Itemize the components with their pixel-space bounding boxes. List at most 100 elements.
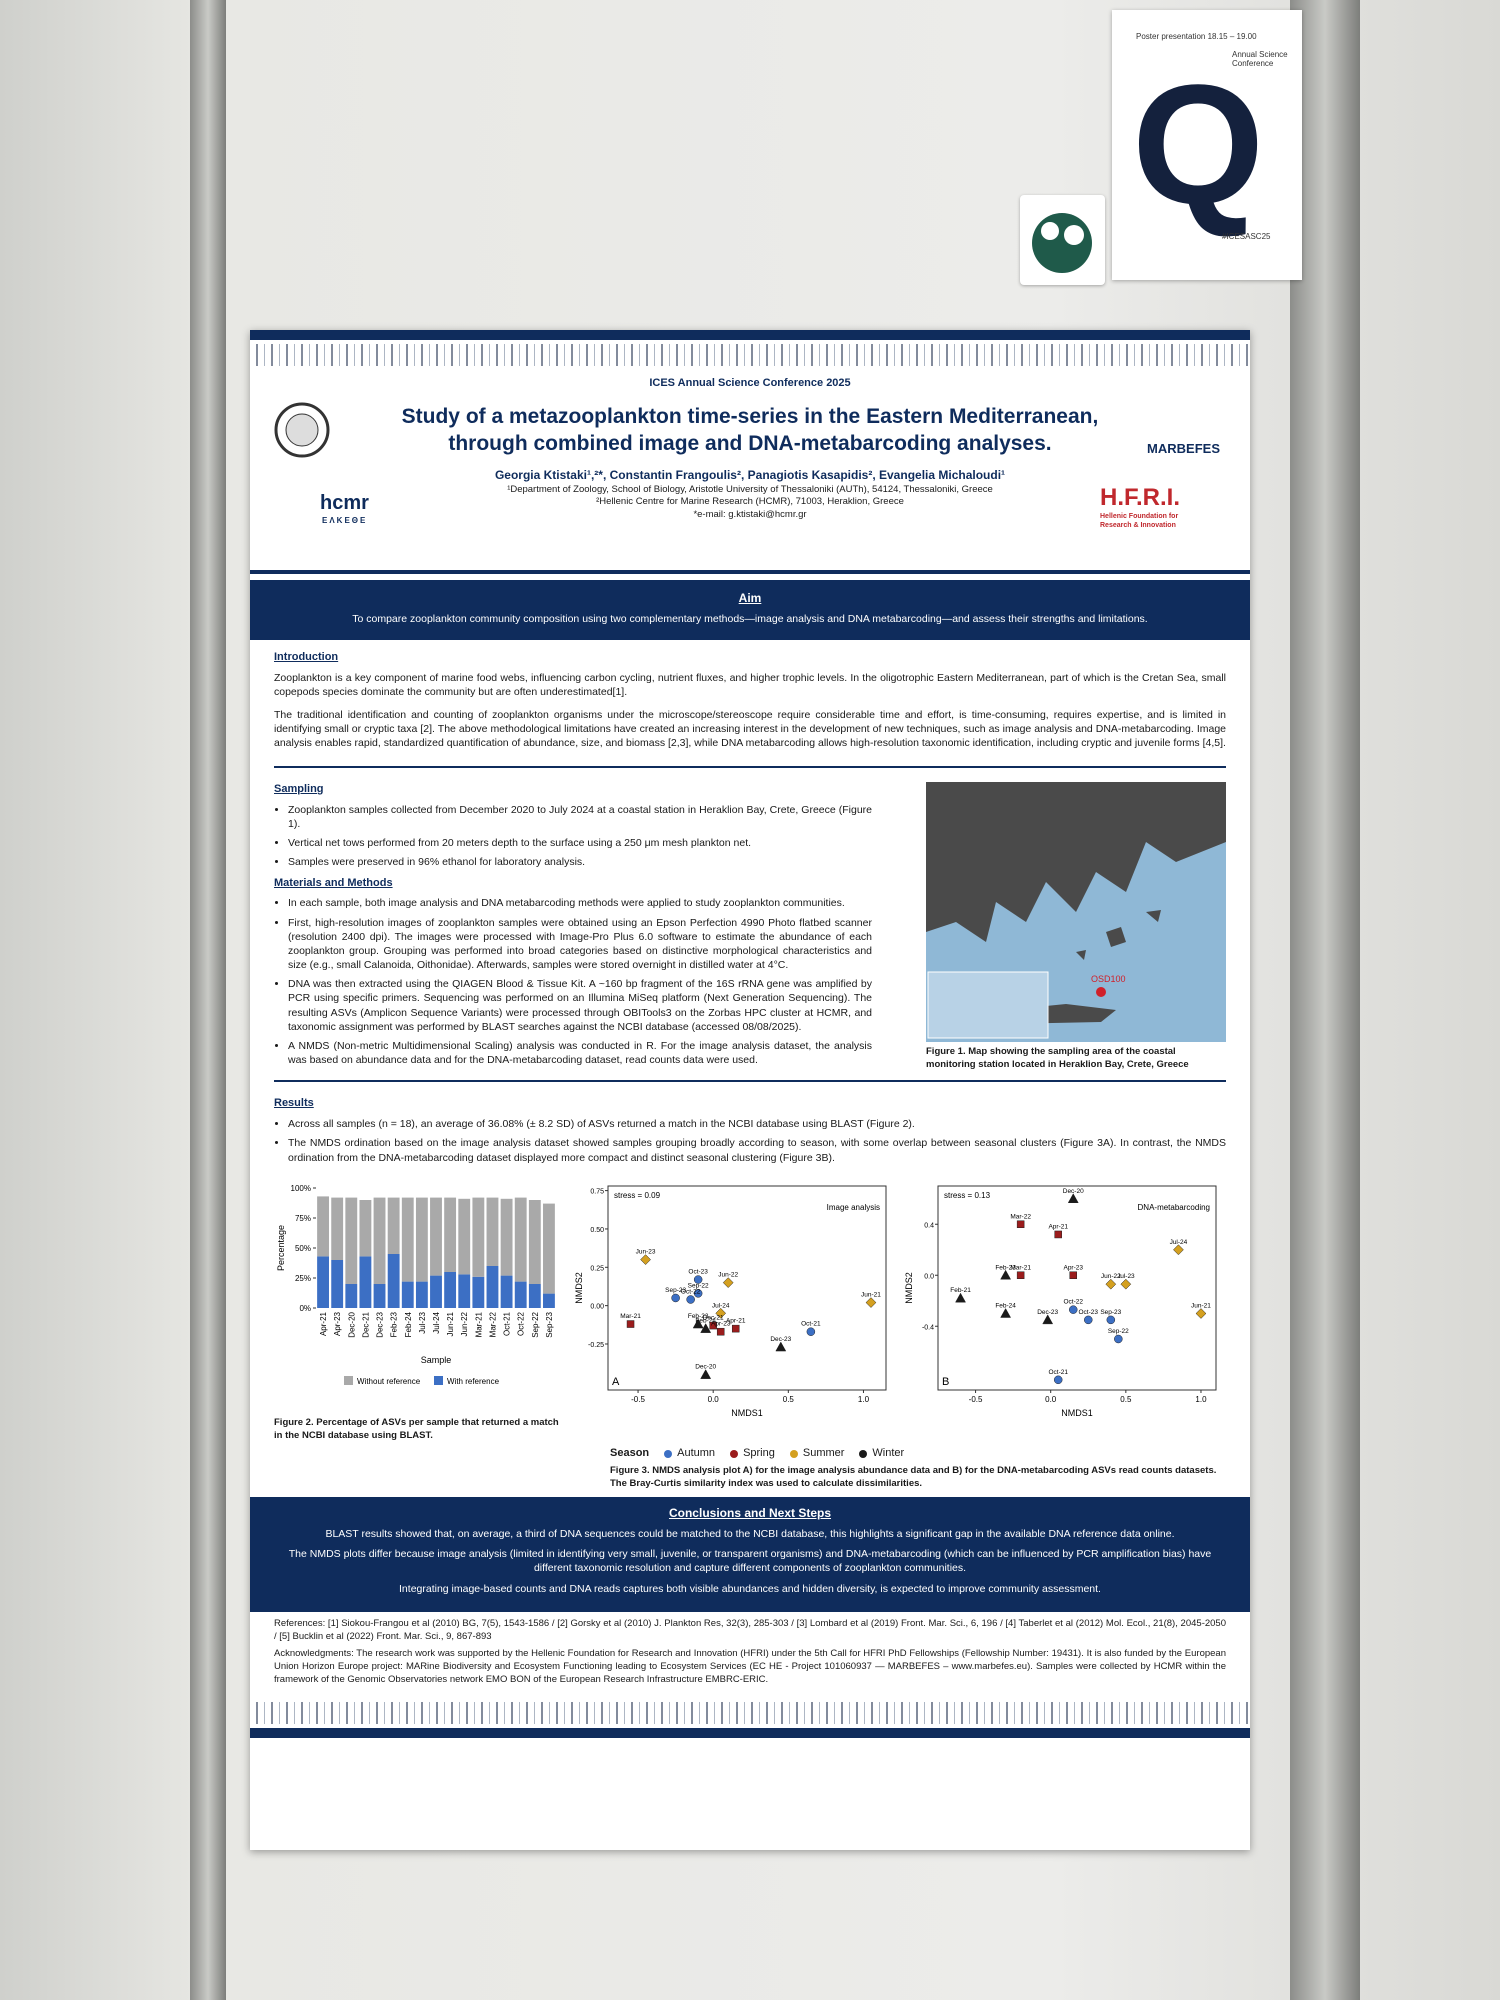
point xyxy=(775,1341,787,1351)
affiliation: ¹Department of Zoology, School of Biolog… xyxy=(507,483,993,495)
point xyxy=(1114,1334,1123,1343)
bar-segment xyxy=(317,1196,329,1257)
point-label: Jun-23 xyxy=(636,1248,656,1255)
legend-label: Autumn xyxy=(677,1447,716,1460)
legend-label: Summer xyxy=(802,1447,845,1460)
figure-caption: Figure 2. Percentage of ASVs per sample … xyxy=(274,1416,559,1441)
list-item: The NMDS ordination based on the image a… xyxy=(288,1136,1226,1164)
rule xyxy=(274,1080,1226,1083)
legend-item: Spring xyxy=(729,1446,775,1461)
legend-dot xyxy=(859,1449,868,1458)
decoration xyxy=(250,1701,1250,1724)
x-tick-label: 1.0 xyxy=(1195,1395,1207,1404)
point-label: Oct-22 xyxy=(681,1288,701,1295)
point-label: Jul-24 xyxy=(712,1302,730,1309)
plot-title: Image analysis xyxy=(827,1203,880,1212)
list: In each sample, both image analysis and … xyxy=(274,896,872,1067)
legend-marker xyxy=(730,1449,739,1458)
affiliation: ²Hellenic Centre for Marine Research (HC… xyxy=(596,496,904,508)
list: Across all samples (n = 18), an average … xyxy=(274,1117,1226,1165)
point-label: Dec-20 xyxy=(1063,1187,1084,1194)
title: Study of a metazooplankton time-series i… xyxy=(401,404,1099,456)
sign: Poster presentation 18.15 – 19.00 Annual… xyxy=(1112,10,1302,280)
legend-dot xyxy=(664,1449,673,1458)
paragraph: BLAST results showed that, on average, a… xyxy=(325,1528,1175,1541)
x-tick-label: Apr-23 xyxy=(333,1311,342,1336)
point-label: Mar-21 xyxy=(620,1313,641,1320)
point xyxy=(1000,1269,1012,1280)
bar-segment xyxy=(401,1197,414,1282)
list-item: Samples were preserved in 96% ethanol fo… xyxy=(288,855,872,869)
point xyxy=(1106,1315,1116,1324)
references: References: [1] Siokou-Frangou et al (20… xyxy=(250,1612,1250,1698)
point xyxy=(626,1319,635,1328)
conclusions: Conclusions and Next Steps BLAST results… xyxy=(250,1496,1250,1612)
section-heading: Materials and Methods xyxy=(274,876,393,889)
legend-marker xyxy=(789,1449,798,1458)
bar-segment xyxy=(401,1281,414,1308)
point-label: Apr-21 xyxy=(726,1317,746,1324)
pillar xyxy=(1290,0,1360,2000)
y-tick-label: 0.25 xyxy=(590,1265,604,1272)
point-label: Jul-24 xyxy=(1170,1238,1188,1245)
x-axis-label: NMDS1 xyxy=(731,1408,763,1418)
paragraph: The NMDS plots differ because image anal… xyxy=(288,1548,1212,1575)
x-tick-label: 1.0 xyxy=(858,1395,870,1404)
x-tick-label: -0.5 xyxy=(969,1395,983,1404)
legend-label: Without reference xyxy=(357,1377,421,1386)
legend-marker xyxy=(664,1449,673,1458)
y-axis-label: NMDS2 xyxy=(904,1272,914,1304)
bar-chart: 0% 25% 50% 75% 100% Percentage Apr-21 Apr-23 Dec… xyxy=(276,1184,555,1386)
hfri-sub: Hellenic Foundation for Research & Innov… xyxy=(1100,513,1179,530)
point-label: Dec-21 xyxy=(703,1314,724,1321)
bar-segment xyxy=(387,1253,400,1308)
panel-letter: A xyxy=(612,1376,620,1388)
header: ICES Annual Science Conference 2025 Stud… xyxy=(250,370,1250,570)
legend-label: With reference xyxy=(447,1377,500,1386)
x-tick-label: Jun-22 xyxy=(460,1311,469,1336)
point xyxy=(693,1288,703,1298)
stress-label: stress = 0.13 xyxy=(944,1191,991,1200)
point-label: Mar-22 xyxy=(1010,1213,1031,1220)
legend-swatch xyxy=(344,1375,353,1385)
email: *e-mail: g.ktistaki@hcmr.gr xyxy=(693,509,807,521)
hcmr-sub: ΕΛΚΕΘΕ xyxy=(322,516,368,525)
paragraph: Integrating image-based counts and DNA r… xyxy=(399,1582,1101,1595)
legend-dot xyxy=(789,1449,798,1458)
bar-segment xyxy=(345,1197,358,1284)
point xyxy=(1067,1192,1079,1203)
plot-frame xyxy=(607,1185,887,1391)
section-heading: Results xyxy=(274,1097,314,1110)
legend-item: Winter xyxy=(858,1446,904,1461)
list: Zooplankton samples collected from Decem… xyxy=(274,803,872,870)
point-label: Feb-21 xyxy=(950,1287,971,1294)
legend-item: Autumn xyxy=(663,1446,715,1461)
x-axis-label: NMDS1 xyxy=(1061,1408,1093,1418)
band xyxy=(250,1727,1250,1738)
bar-segment xyxy=(373,1283,386,1308)
point-label: Oct-21 xyxy=(801,1320,821,1327)
legend-label: Winter xyxy=(872,1447,905,1460)
bar-segment xyxy=(514,1281,527,1308)
point xyxy=(1000,1307,1012,1318)
y-axis-label: NMDS2 xyxy=(574,1272,584,1304)
rule xyxy=(274,766,1226,769)
figure-caption: Figure 3. NMDS analysis plot A) for the … xyxy=(610,1465,1217,1490)
x-tick-label: Feb-24 xyxy=(404,1311,413,1337)
y-tick-label: 0.50 xyxy=(590,1227,604,1234)
section-heading: Sampling xyxy=(274,783,324,796)
bar-segment xyxy=(500,1275,513,1308)
point xyxy=(640,1253,651,1265)
point-label: Sep-22 xyxy=(688,1282,709,1289)
charts: 0% 25% 50% 75% 100% Percentage Apr-21 Apr-23 Dec… xyxy=(250,1174,1250,1447)
y-axis-label: Percentage xyxy=(276,1225,286,1271)
figure-2: 0% 25% 50% 75% 100% Percentage Apr-21 Apr-23 Dec… xyxy=(274,1178,564,1443)
section-heading: Conclusions and Next Steps xyxy=(668,1505,832,1520)
point-label: Jun-21 xyxy=(1191,1302,1211,1309)
y-tick-label: 25% xyxy=(295,1274,311,1283)
bar-segment xyxy=(472,1197,485,1277)
bar-segment xyxy=(359,1256,372,1308)
point-label: Jun-21 xyxy=(861,1291,881,1298)
x-tick-label: Sep-22 xyxy=(531,1311,540,1337)
